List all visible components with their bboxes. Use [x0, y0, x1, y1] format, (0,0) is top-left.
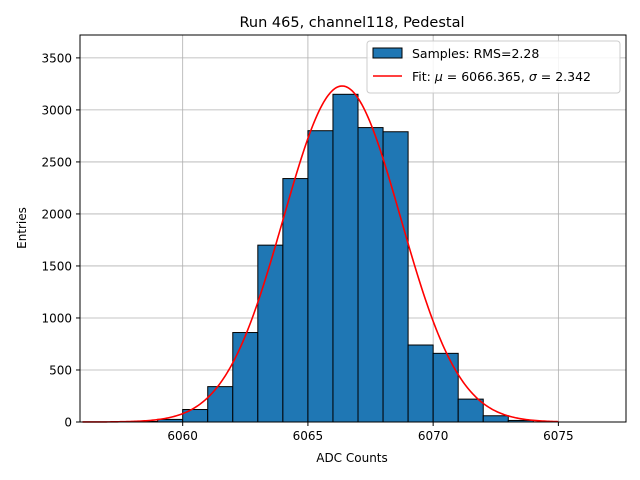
- legend-frame: [366, 40, 621, 94]
- plot-frame: [79, 34, 627, 423]
- chart-title: Run 465, channel118, Pedestal: [239, 15, 464, 31]
- y-tick-label: 2500: [41, 155, 72, 169]
- legend-label-fit: Fit: μ = 6066.365, σ = 2.342: [412, 69, 591, 84]
- y-tick-label: 1500: [41, 259, 72, 273]
- y-tick-label: 3500: [41, 51, 72, 65]
- legend-swatch-samples: [372, 47, 403, 59]
- histogram-bar: [407, 344, 434, 423]
- y-axis-label: Entries: [15, 207, 29, 249]
- plot-area: 6060 6065 6070 6075 0 500 1000 1500 2000 2500 3000…: [41, 34, 627, 443]
- x-tick-label: 6060: [167, 429, 198, 443]
- x-axis-label: ADC Counts: [316, 451, 388, 465]
- legend: Samples: RMS=2.28 Fit: μ = 6066.365, σ =…: [366, 40, 621, 94]
- histogram-bar: [332, 93, 359, 423]
- histogram-bar: [482, 415, 509, 423]
- histogram-bar: [432, 352, 459, 423]
- y-tick-label: 3000: [41, 103, 72, 117]
- x-tick-label: 6070: [418, 429, 449, 443]
- histogram-bar: [282, 178, 309, 423]
- fit-curve: [82, 85, 559, 423]
- y-tick-label: 500: [49, 363, 72, 377]
- histogram-bar: [382, 131, 409, 423]
- y-tick-label: 1000: [41, 311, 72, 325]
- y-tick-label: 0: [64, 416, 72, 430]
- legend-label-samples: Samples: RMS=2.28: [412, 46, 539, 61]
- x-tick-label: 6075: [543, 429, 574, 443]
- histogram-bar: [232, 332, 259, 423]
- histogram-bar: [207, 386, 234, 423]
- histogram-bar: [357, 127, 384, 423]
- histogram-bar: [257, 244, 284, 423]
- histogram-bar: [307, 130, 334, 423]
- histogram-bar: [457, 398, 484, 423]
- y-tick-label: 2000: [41, 207, 72, 221]
- x-tick-label: 6065: [293, 429, 324, 443]
